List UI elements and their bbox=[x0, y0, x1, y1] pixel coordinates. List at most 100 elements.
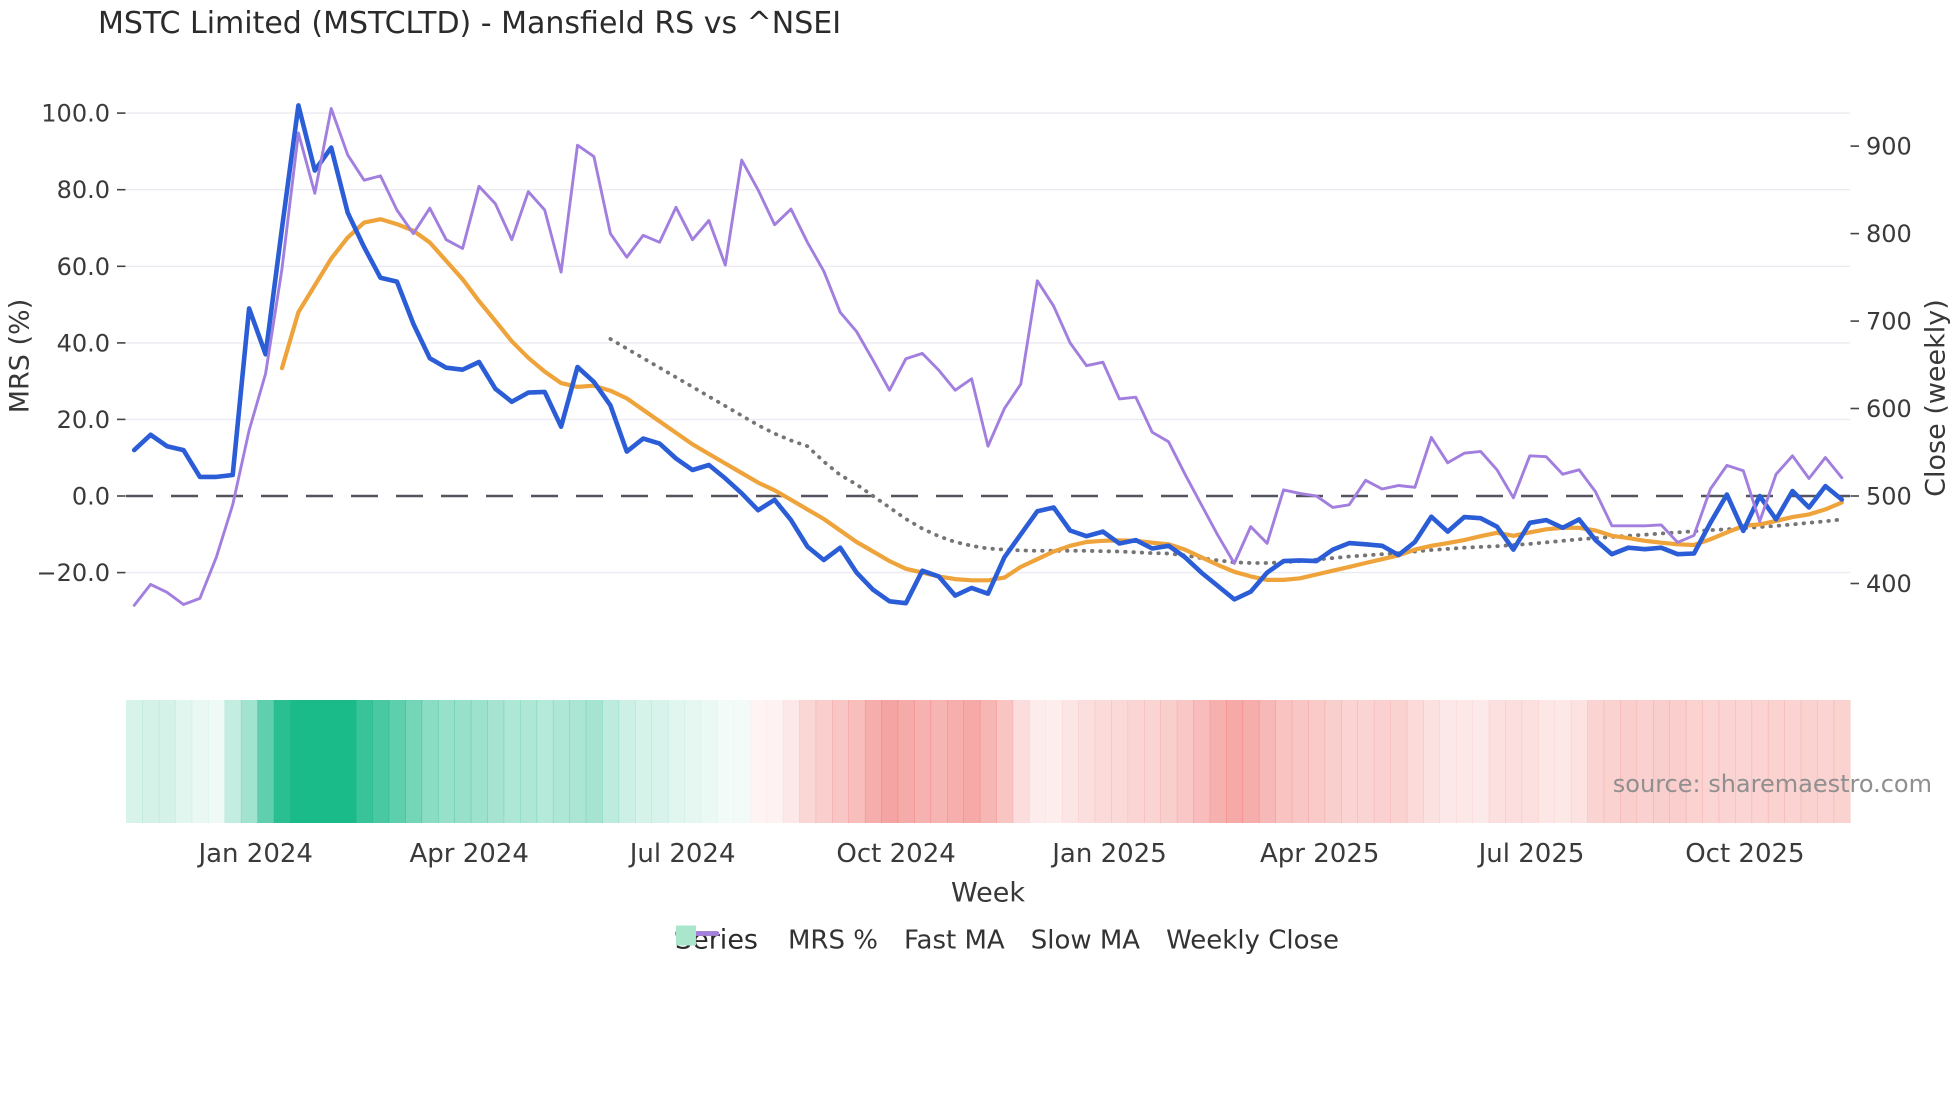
heat-cell bbox=[651, 700, 669, 823]
heat-cell bbox=[1127, 700, 1145, 823]
heat-cell bbox=[126, 700, 143, 823]
heat-cell bbox=[996, 700, 1014, 823]
heat-cell bbox=[405, 700, 423, 823]
heat-cell bbox=[1570, 700, 1588, 823]
y-left-tick-label: 40.0 bbox=[57, 329, 110, 357]
y-right-tick-label: 600 bbox=[1866, 395, 1912, 423]
series-line-weekly-close bbox=[132, 107, 1844, 607]
heat-cell bbox=[1045, 700, 1063, 823]
heat-cell bbox=[979, 700, 997, 823]
heat-cell bbox=[224, 700, 242, 823]
heat-cell bbox=[1226, 700, 1244, 823]
heat-cell bbox=[1767, 700, 1785, 823]
legend-item-weekly-close: Weekly Close bbox=[674, 925, 1339, 955]
y-right-tick-label: 900 bbox=[1866, 133, 1912, 161]
x-axis-title: Week bbox=[951, 877, 1025, 909]
heat-cell bbox=[1111, 700, 1129, 823]
heat-cell bbox=[1209, 700, 1227, 823]
heat-cell bbox=[881, 700, 899, 823]
heat-cell bbox=[421, 700, 439, 823]
heat-cell bbox=[864, 700, 882, 823]
heat-cell bbox=[766, 700, 784, 823]
heat-cell bbox=[355, 700, 373, 823]
heat-cell bbox=[1636, 700, 1654, 823]
heat-cell bbox=[503, 700, 521, 823]
x-tick-label: Oct 2025 bbox=[1685, 839, 1804, 869]
heat-cell bbox=[1029, 700, 1046, 823]
heat-cell bbox=[1751, 700, 1769, 823]
heat-cell bbox=[208, 700, 226, 823]
heat-cell bbox=[749, 700, 767, 823]
heat-cell bbox=[618, 700, 636, 823]
heat-cell bbox=[963, 700, 981, 823]
heat-cell bbox=[240, 700, 258, 823]
heat-cell bbox=[1193, 700, 1211, 823]
heat-cell bbox=[1291, 700, 1309, 823]
heat-cell bbox=[339, 700, 357, 823]
legend-item-slow-ma: Slow MA bbox=[674, 925, 1140, 955]
heat-cell bbox=[388, 700, 406, 823]
heat-cell bbox=[1505, 700, 1523, 823]
heat-cell bbox=[257, 700, 275, 823]
y-left-tick-label: 100.0 bbox=[41, 100, 110, 128]
heat-cell bbox=[947, 700, 964, 823]
heat-cell bbox=[290, 700, 308, 823]
heat-cell bbox=[1357, 700, 1375, 823]
heat-cell bbox=[1472, 700, 1490, 823]
heat-cell bbox=[273, 700, 291, 823]
y-right-tick-label: 800 bbox=[1866, 220, 1912, 248]
heat-cell bbox=[1735, 700, 1753, 823]
heat-cell bbox=[1406, 700, 1424, 823]
heat-cell bbox=[1390, 700, 1408, 823]
heat-cell bbox=[1800, 700, 1818, 823]
heat-cell bbox=[1554, 700, 1572, 823]
heat-cell bbox=[438, 700, 455, 823]
y-left-tick-label: 80.0 bbox=[57, 176, 110, 204]
x-tick-label: Apr 2025 bbox=[1260, 839, 1379, 869]
heat-cell bbox=[684, 700, 702, 823]
heat-cell bbox=[1718, 700, 1736, 823]
series-line-slow-ma bbox=[608, 337, 1844, 565]
heat-cell bbox=[569, 700, 587, 823]
heat-cell bbox=[1685, 700, 1703, 823]
heat-cell bbox=[667, 700, 685, 823]
legend-label: MRS % bbox=[787, 925, 878, 955]
heat-cell bbox=[815, 700, 833, 823]
legend-item-fast-ma: Fast MA bbox=[674, 925, 1005, 955]
heat-cell bbox=[897, 700, 915, 823]
heat-cell bbox=[602, 700, 620, 823]
heat-cell bbox=[1308, 700, 1326, 823]
heat-cell bbox=[799, 700, 817, 823]
heat-band-square-swatch-icon bbox=[675, 925, 696, 946]
heat-cell bbox=[700, 700, 718, 823]
heat-cell bbox=[1439, 700, 1457, 823]
heat-cell bbox=[1538, 700, 1555, 823]
series-line-fast-ma bbox=[279, 217, 1844, 583]
x-tick-label: Oct 2024 bbox=[836, 839, 955, 869]
heat-cell bbox=[1144, 700, 1161, 823]
heat-cell bbox=[470, 700, 488, 823]
heat-cell bbox=[930, 700, 948, 823]
heat-cell bbox=[1521, 700, 1539, 823]
heat-cell bbox=[733, 700, 751, 823]
heat-cell bbox=[1669, 700, 1687, 823]
heat-cell bbox=[1242, 700, 1260, 823]
heat-cell bbox=[1423, 700, 1441, 823]
heat-cell bbox=[454, 700, 472, 823]
heat-cell bbox=[1488, 700, 1506, 823]
heat-cell bbox=[848, 700, 866, 823]
source-credit: source: sharemaestro.com bbox=[1612, 770, 1932, 798]
heat-cell bbox=[1078, 700, 1096, 823]
heat-cell bbox=[1061, 700, 1079, 823]
heat-cell bbox=[1620, 700, 1638, 823]
heat-cell bbox=[1012, 700, 1030, 823]
y-right-tick-label: 400 bbox=[1866, 570, 1912, 598]
heat-cell bbox=[1341, 700, 1358, 823]
heat-cell bbox=[487, 700, 505, 823]
heat-cell bbox=[1455, 700, 1473, 823]
heat-cell bbox=[1817, 700, 1835, 823]
heat-cell bbox=[372, 700, 390, 823]
heat-cell bbox=[142, 700, 160, 823]
